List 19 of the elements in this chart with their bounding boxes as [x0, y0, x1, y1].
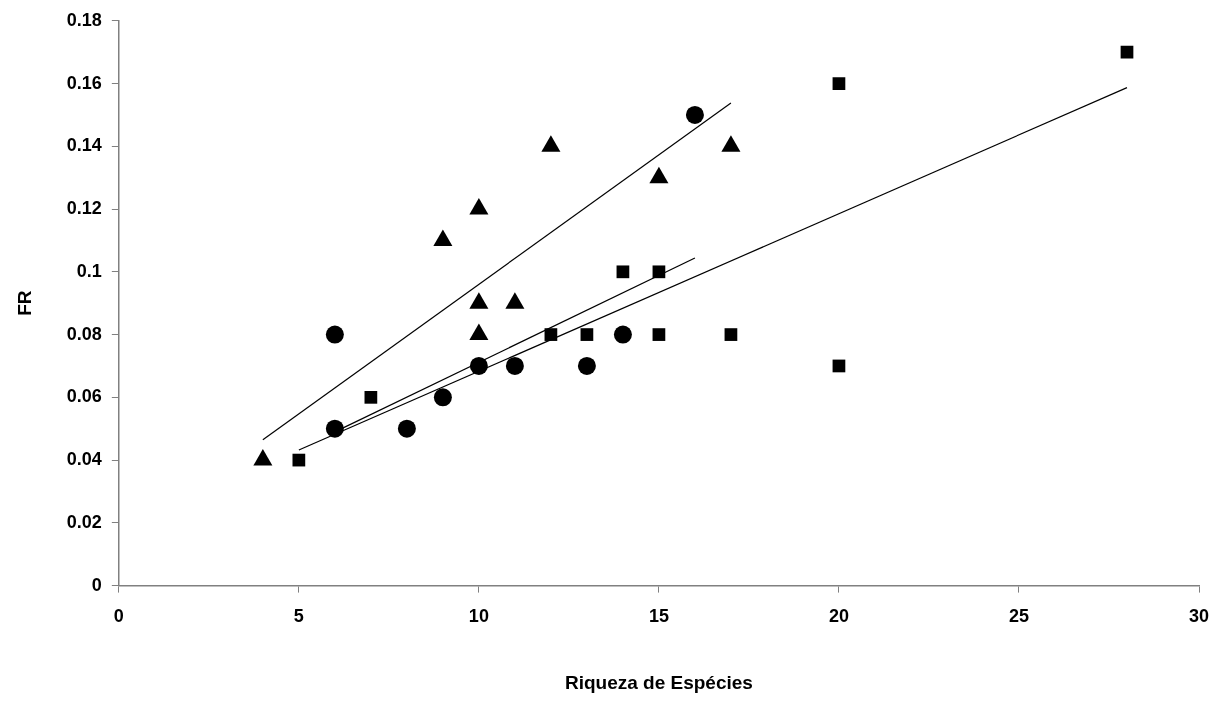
x-tick-label: 20: [828, 606, 849, 627]
x-axis-title: Riqueza de Espécies: [564, 671, 753, 693]
y-tick-label: 0.18: [66, 9, 102, 30]
y-tick-label: 0.06: [66, 386, 102, 407]
y-tick-label: 0.14: [66, 135, 102, 156]
y-tick-label: 0.16: [66, 72, 102, 93]
y-tick-label: 0.02: [66, 511, 102, 532]
x-tick-label: 30: [1188, 606, 1210, 627]
y-tick-label: 0.08: [66, 323, 102, 344]
x-tick-label: 15: [648, 606, 669, 627]
y-tick-label: 0.04: [66, 449, 102, 470]
y-tick-label: 0: [91, 574, 102, 595]
x-tick-label: 25: [1008, 606, 1029, 627]
x-tick-label: 10: [468, 606, 489, 627]
y-tick-label: 0.1: [76, 260, 102, 281]
x-tick-label: 5: [293, 606, 304, 627]
y-axis-title: FR: [13, 290, 35, 316]
x-tick-label: 0: [113, 606, 124, 627]
y-tick-label: 0.12: [66, 198, 102, 219]
